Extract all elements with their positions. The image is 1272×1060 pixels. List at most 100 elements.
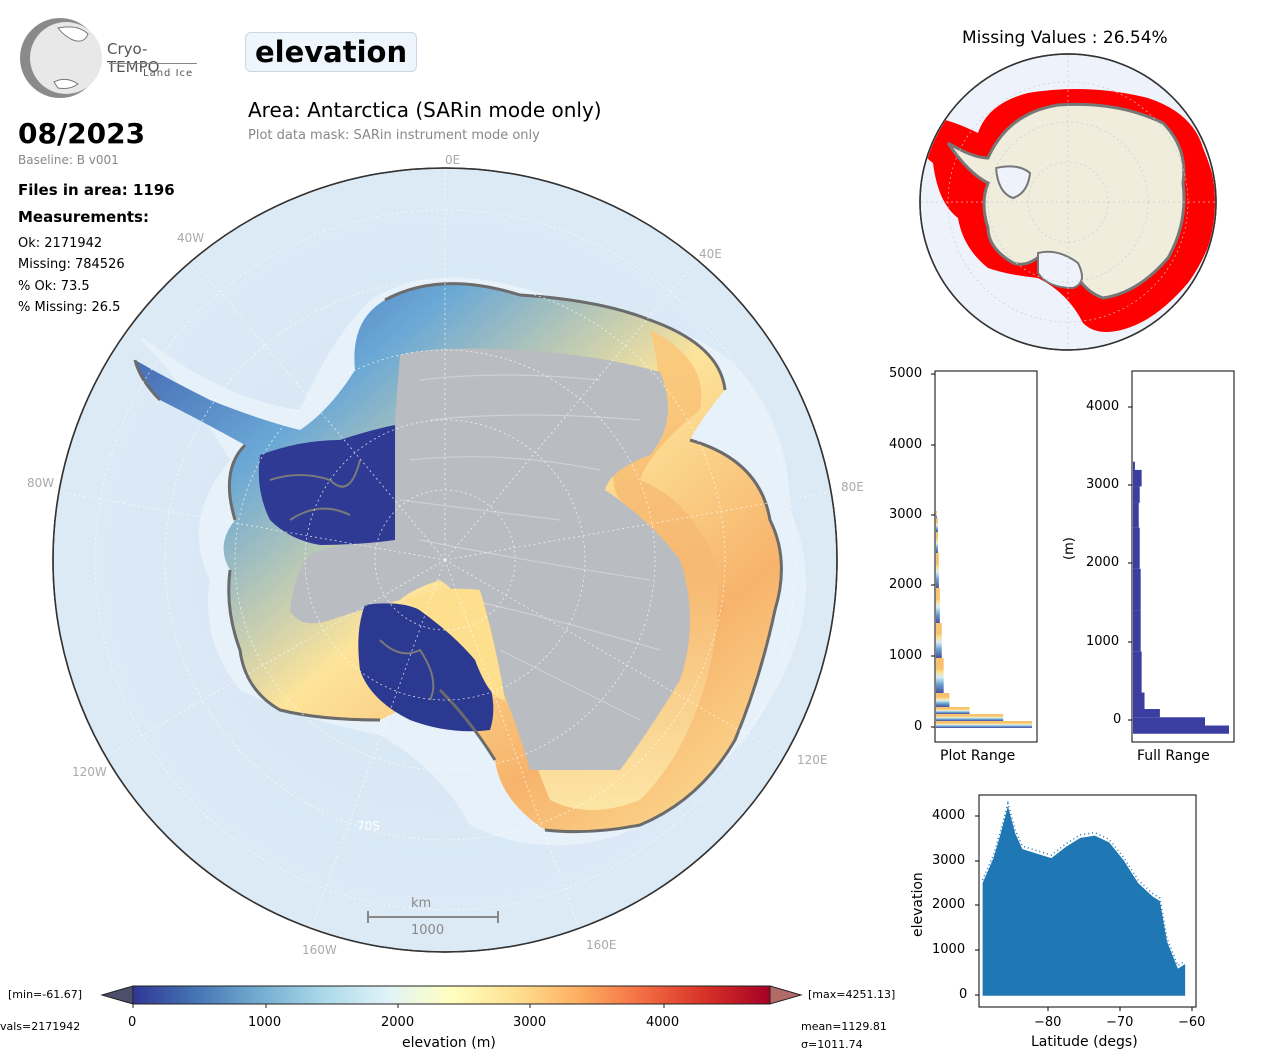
full-range-histogram [1128, 370, 1235, 743]
histogram-bar [1133, 469, 1142, 487]
histogram-bar [1133, 709, 1160, 718]
hist1-ytick-2000: 2000 [889, 577, 923, 592]
missing-map-ross [1037, 250, 1083, 290]
histogram-bar [1133, 651, 1142, 693]
colorbar-nvals: vals=2171942 [0, 1020, 81, 1033]
colorbar-sigma: σ=1011.74 [801, 1038, 863, 1051]
weddell-shelf-region [258, 425, 395, 545]
hist1-ytick-3000: 3000 [889, 507, 923, 522]
histogram-bar [1133, 486, 1140, 503]
histogram-bar [936, 721, 1032, 728]
hist1-ytick-0: 0 [914, 719, 923, 734]
histogram-bar [1133, 461, 1135, 470]
missing-map-land [946, 102, 1186, 300]
cryotempo-logo: Cryo-TEMPO Land Ice [18, 16, 198, 100]
logo-divider [109, 63, 197, 64]
colorbar-tick-4000: 4000 [646, 1015, 680, 1030]
colorbar-min: [min=-61.67] [8, 988, 83, 1001]
lon-label-40e: 40E [699, 247, 722, 261]
colorbar-tick-3000: 3000 [513, 1015, 547, 1030]
hist1-ytick-5000: 5000 [889, 366, 923, 381]
interior-texture [399, 374, 661, 721]
plot-range-histogram [931, 370, 1038, 743]
date-label: 08/2023 [18, 117, 146, 150]
measurements-heading: Measurements: [18, 208, 149, 226]
scatter-ytick-3000: 3000 [932, 853, 966, 868]
scatter-ytick-2000: 2000 [932, 897, 966, 912]
stat-pct-missing: % Missing: 26.5 [18, 300, 121, 315]
mask-subtitle: Plot data mask: SARin instrument mode on… [248, 128, 540, 143]
histogram-bar [1133, 527, 1140, 569]
histogram-bar [936, 553, 939, 588]
lon-label-160w: 160W [302, 943, 337, 957]
scalebar-value: 1000 [411, 923, 445, 938]
lon-label-120w: 120W [72, 765, 107, 779]
hist2-ytick-2000: 2000 [1086, 555, 1120, 570]
lat-label-70s: 70S [357, 819, 380, 833]
plot-range-bars [936, 511, 1032, 728]
scale-bar [367, 911, 499, 923]
baseline-label: Baseline: B v001 [18, 153, 119, 167]
lon-label-80e: 80E [841, 480, 864, 494]
parameter-title: elevation [245, 32, 418, 72]
scatter-ytick-4000: 4000 [932, 808, 966, 823]
histogram-bar [936, 707, 970, 714]
lon-label-120e: 120E [797, 753, 828, 767]
hist2-ytick-1000: 1000 [1086, 634, 1120, 649]
histogram-bar [936, 658, 944, 693]
full-range-bars [1133, 461, 1229, 734]
stat-missing: Missing: 784526 [18, 257, 125, 272]
logo-name: Cryo-TEMPO [107, 40, 160, 76]
scatter-xtick-80: −80 [1034, 1015, 1062, 1030]
ross-yellow-strip [405, 588, 505, 700]
interior-mask-region [290, 348, 690, 770]
coastline [133, 282, 783, 834]
hist1-xlabel: Plot Range [940, 748, 1016, 764]
main-map [52, 167, 838, 953]
histogram-bar [936, 518, 938, 532]
colorbar-label: elevation (m) [402, 1035, 496, 1051]
scatter-speckle [981, 800, 1186, 967]
scatter-ytick-0: 0 [959, 987, 968, 1002]
colorbar-tick-2000: 2000 [381, 1015, 415, 1030]
hist1-ytick-1000: 1000 [889, 648, 923, 663]
histogram-bar [936, 693, 950, 707]
lon-label-40w: 40W [177, 231, 205, 245]
hist1-ytick-4000: 4000 [889, 437, 923, 452]
scalebar-unit: km [411, 896, 432, 911]
histogram-bar [1133, 725, 1229, 734]
histogram-bar [1133, 502, 1139, 528]
moon-logo-icon [20, 18, 102, 98]
colorbar-max: [max=4251.13] [808, 988, 896, 1001]
scatter-xtick-70: −70 [1106, 1015, 1134, 1030]
scatter-points [982, 806, 1186, 996]
histogram-bar [1133, 717, 1205, 726]
lon-label-0e: 0E [445, 153, 461, 167]
histogram-bar [936, 714, 1004, 721]
stat-pct-ok: % Ok: 73.5 [18, 279, 90, 294]
lon-label-80w: 80W [27, 476, 55, 490]
scatter-xlabel: Latitude (degs) [1031, 1034, 1138, 1050]
grounding-lines [269, 459, 435, 701]
histogram-bar [1133, 692, 1145, 710]
scatter-xtick-60: −60 [1178, 1015, 1206, 1030]
stat-ok: Ok: 2171942 [18, 236, 103, 251]
scatter-ytick-1000: 1000 [932, 942, 966, 957]
missing-map-graticule [921, 55, 1215, 349]
hist2-ytick-0: 0 [1113, 712, 1122, 727]
missing-map-weddell [994, 165, 1032, 200]
colorbar-tick-1000: 1000 [248, 1015, 282, 1030]
latitude-scatter-plot [975, 794, 1197, 1011]
histogram-bar [1133, 568, 1141, 611]
missing-values-map [919, 53, 1217, 351]
graticule [58, 169, 832, 929]
hist2-ylabel: (m) [1062, 537, 1077, 560]
histogram-bar [936, 532, 938, 553]
hist2-ytick-3000: 3000 [1086, 477, 1120, 492]
hist2-xlabel: Full Range [1137, 748, 1210, 764]
histogram-bar [936, 588, 940, 623]
histogram-bar [1133, 610, 1141, 652]
area-title: Area: Antarctica (SARin mode only) [248, 98, 602, 122]
histogram-bar [936, 623, 942, 658]
files-in-area: Files in area: 1196 [18, 181, 175, 199]
